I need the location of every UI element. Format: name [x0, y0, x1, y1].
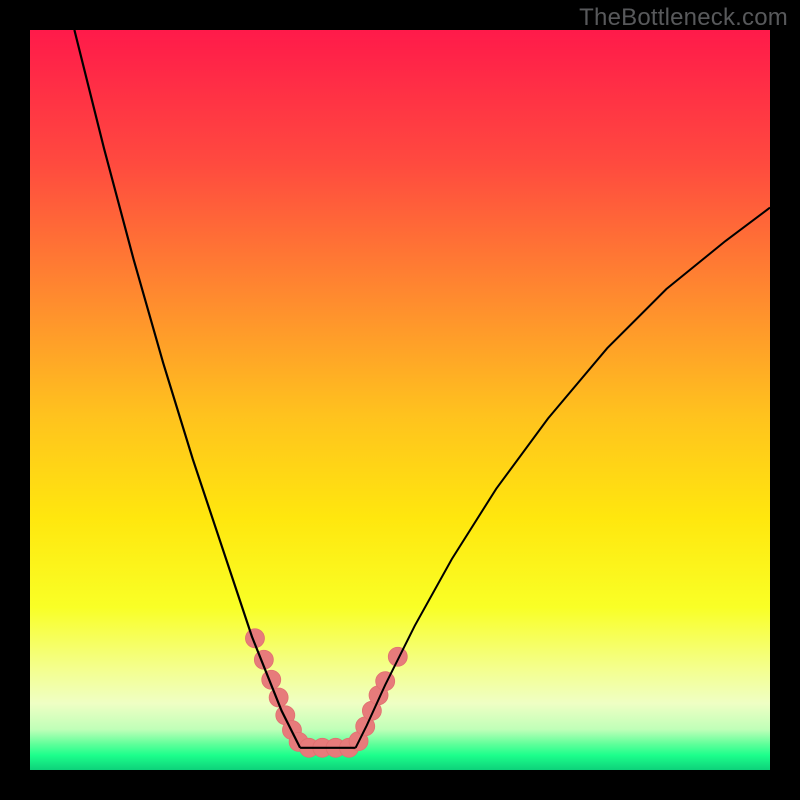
curve-right — [356, 208, 770, 748]
plot-area — [30, 30, 770, 770]
marker-dot — [388, 647, 407, 666]
curve-left — [74, 30, 300, 748]
figure-root: TheBottleneck.com — [0, 0, 800, 800]
watermark-text: TheBottleneck.com — [579, 4, 788, 32]
curves-layer — [30, 30, 770, 770]
marker-group — [245, 629, 407, 758]
marker-dot — [376, 672, 395, 691]
